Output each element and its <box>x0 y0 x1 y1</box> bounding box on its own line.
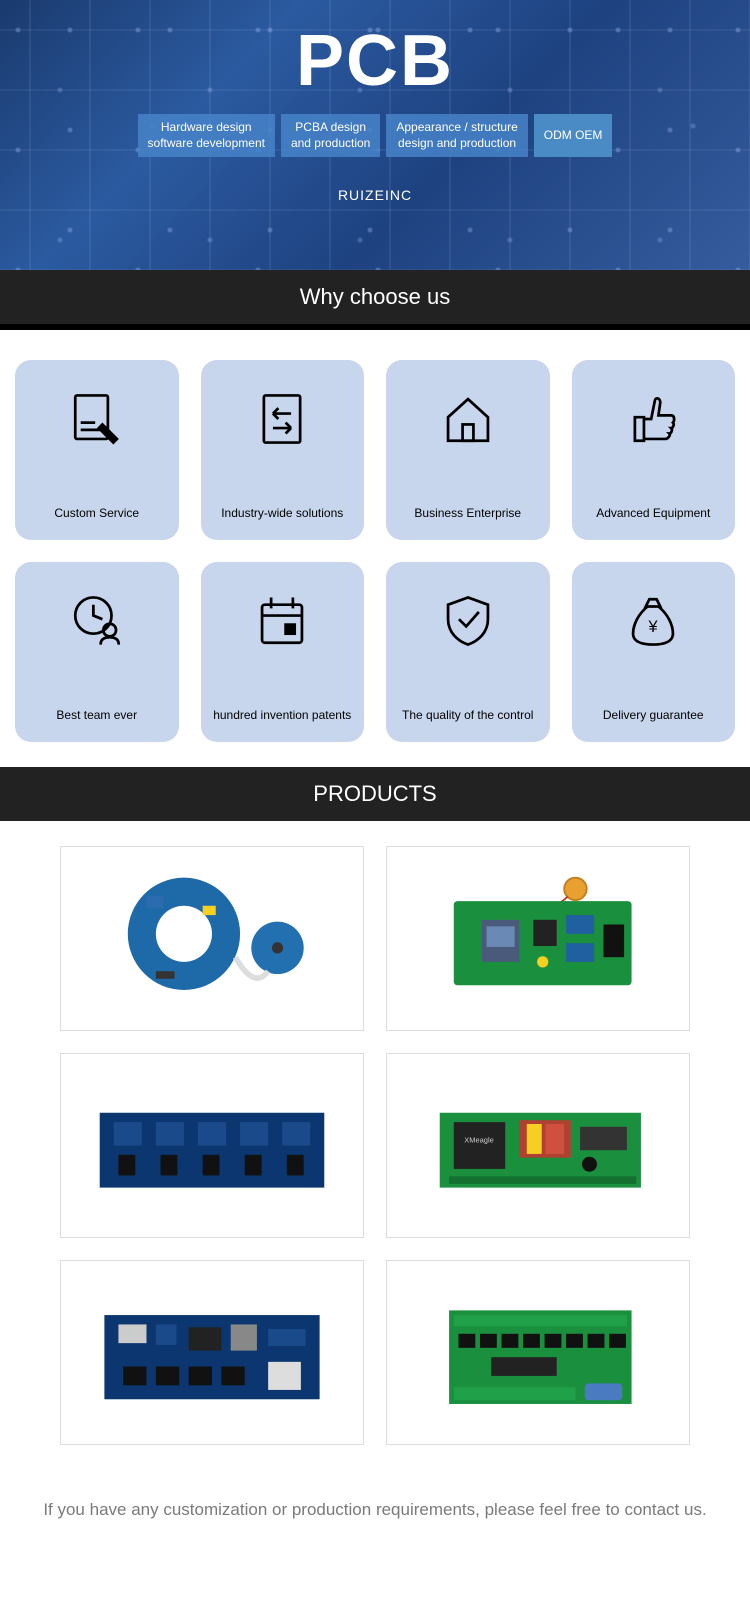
feature-delivery: ¥ Delivery guarantee <box>572 562 736 742</box>
svg-text:¥: ¥ <box>648 618 659 636</box>
calendar-icon <box>253 592 311 650</box>
feature-patents: hundred invention patents <box>201 562 365 742</box>
feature-label: Business Enterprise <box>414 506 521 520</box>
feature-solutions: Industry-wide solutions <box>201 360 365 540</box>
house-icon <box>439 390 497 448</box>
hero-tags: Hardware design software development PCB… <box>0 114 750 157</box>
feature-label: Industry-wide solutions <box>221 506 343 520</box>
tag-line: ODM OEM <box>544 128 603 144</box>
svg-text:XMeagle: XMeagle <box>464 1136 493 1145</box>
document-transfer-icon <box>253 390 311 448</box>
product-blue-array[interactable] <box>60 1053 364 1238</box>
hero-subtitle: RUIZEINC <box>0 187 750 203</box>
product-green-power[interactable]: XMeagle <box>386 1053 690 1238</box>
clock-person-icon <box>68 592 126 650</box>
money-bag-icon: ¥ <box>624 592 682 650</box>
hero-title: PCB <box>0 20 750 102</box>
tag-line: design and production <box>396 136 517 152</box>
pcb-image-icon <box>81 867 343 1010</box>
feature-label: Advanced Equipment <box>596 506 710 520</box>
products-heading: PRODUCTS <box>0 767 750 821</box>
pcb-image-icon: XMeagle <box>407 1074 669 1217</box>
product-green-relay[interactable] <box>386 846 690 1031</box>
pcb-image-icon <box>81 1074 343 1217</box>
feature-label: Delivery guarantee <box>603 708 704 722</box>
tag-line: Hardware design <box>148 120 265 136</box>
document-edit-icon <box>68 390 126 448</box>
hero-tag-pcba: PCBA design and production <box>281 114 380 157</box>
pcb-image-icon <box>407 867 669 1010</box>
feature-enterprise: Business Enterprise <box>386 360 550 540</box>
footer-text: If you have any customization or product… <box>0 1475 750 1540</box>
feature-team: Best team ever <box>15 562 179 742</box>
shield-check-icon <box>439 592 497 650</box>
tag-line: Appearance / structure <box>396 120 517 136</box>
thumbs-up-icon <box>624 390 682 448</box>
hero-tag-odm: ODM OEM <box>534 114 613 157</box>
hero-tag-appearance: Appearance / structure design and produc… <box>386 114 527 157</box>
product-round-blue[interactable] <box>60 846 364 1031</box>
product-green-terminal[interactable] <box>386 1260 690 1445</box>
products-grid: XMeagle <box>0 821 750 1475</box>
pcb-image-icon <box>81 1281 343 1424</box>
feature-quality: The quality of the control <box>386 562 550 742</box>
hero-tag-hardware: Hardware design software development <box>138 114 275 157</box>
pcb-image-icon <box>407 1281 669 1424</box>
feature-label: Custom Service <box>54 506 139 520</box>
tag-line: PCBA design <box>291 120 370 136</box>
feature-label: Best team ever <box>56 708 137 722</box>
features-grid: Custom Service Industry-wide solutions B… <box>0 330 750 767</box>
tag-line: software development <box>148 136 265 152</box>
feature-custom-service: Custom Service <box>15 360 179 540</box>
why-heading: Why choose us <box>0 270 750 324</box>
product-blue-large[interactable] <box>60 1260 364 1445</box>
hero-banner: PCB Hardware design software development… <box>0 0 750 270</box>
feature-label: The quality of the control <box>402 708 533 722</box>
tag-line: and production <box>291 136 370 152</box>
feature-label: hundred invention patents <box>213 708 351 722</box>
feature-equipment: Advanced Equipment <box>572 360 736 540</box>
